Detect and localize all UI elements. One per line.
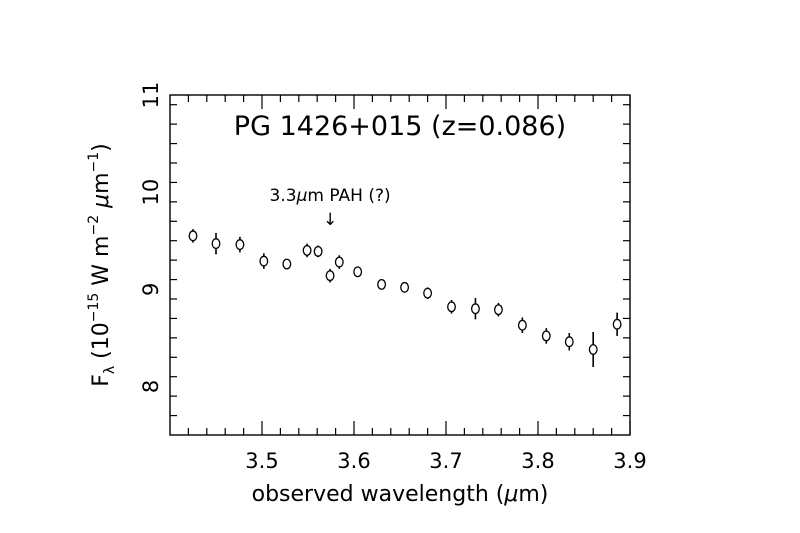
data-point — [493, 304, 503, 316]
y-axis-title: Fλ (10−15 W m−2 μm−1) — [86, 143, 118, 387]
plot-frame — [169, 94, 631, 436]
x-tick-label: 3.9 — [613, 449, 646, 473]
y-tick-label: 8 — [139, 380, 163, 393]
y-tick-label: 11 — [139, 82, 163, 109]
y-tick-label: 9 — [139, 283, 163, 296]
data-point — [377, 278, 387, 290]
x-tick-label: 3.5 — [245, 449, 278, 473]
data-point — [612, 318, 622, 330]
data-point — [400, 281, 410, 293]
data-point — [334, 256, 344, 268]
data-point — [302, 244, 312, 256]
data-point — [188, 230, 198, 242]
data-point — [353, 266, 363, 278]
y-tick-labels: 8 9 10 11 — [139, 82, 163, 393]
x-tick-label: 3.8 — [521, 449, 554, 473]
pah-annotation-arrow: ↓ — [323, 210, 337, 230]
y-tick-label: 10 — [139, 179, 163, 206]
x-tick-label: 3.7 — [429, 449, 462, 473]
data-point — [282, 258, 292, 270]
data-points — [188, 229, 622, 367]
data-point — [211, 238, 221, 250]
x-tick-labels: 3.5 3.6 3.7 3.8 3.9 — [245, 449, 646, 473]
data-point — [470, 303, 480, 315]
data-point — [541, 330, 551, 342]
data-point — [259, 255, 269, 267]
data-point — [588, 344, 598, 355]
data-point — [313, 245, 323, 257]
data-point — [517, 319, 527, 331]
pah-annotation-label: 3.3μm PAH (?) — [270, 186, 391, 206]
data-point — [564, 336, 574, 348]
axis-ticks — [170, 95, 631, 435]
chart-title: PG 1426+015 (z=0.086) — [234, 111, 566, 142]
data-point — [447, 301, 456, 313]
data-point — [423, 287, 433, 299]
data-point — [235, 239, 245, 251]
x-tick-label: 3.6 — [337, 449, 370, 473]
x-axis-title: observed wavelength (μm) — [252, 482, 549, 507]
data-point — [325, 270, 335, 282]
